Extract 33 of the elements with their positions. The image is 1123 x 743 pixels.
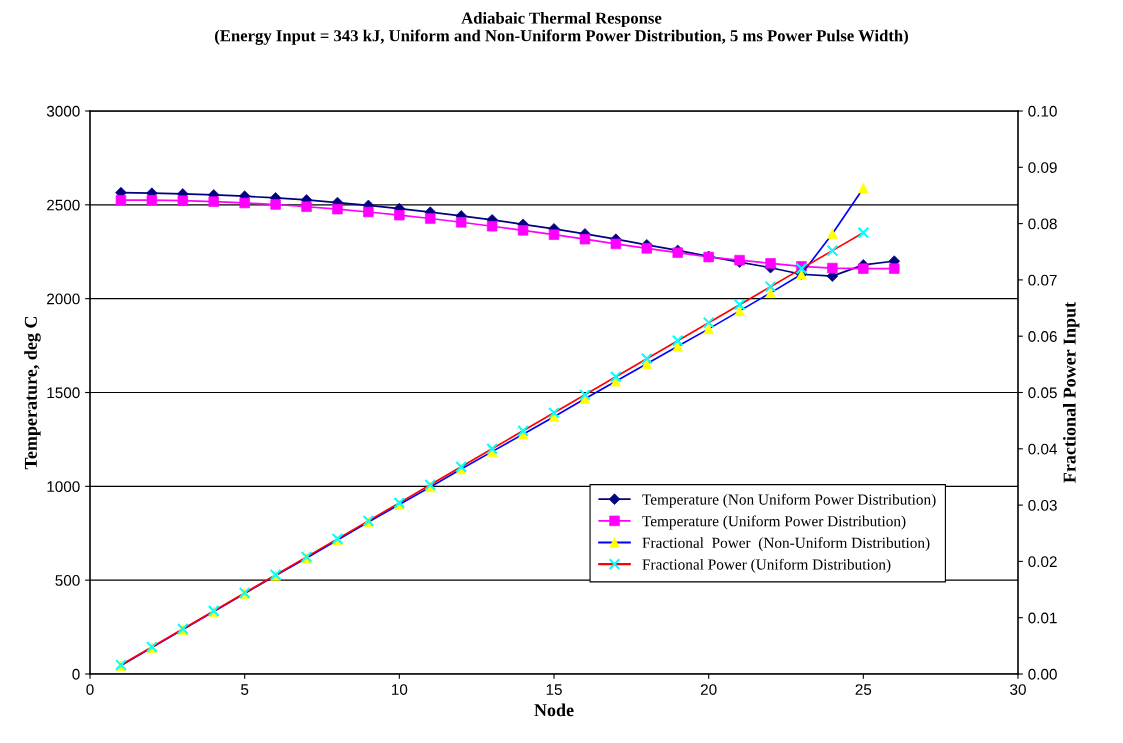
x-axis-title: Node bbox=[534, 703, 574, 717]
y-tick-label: 1000 bbox=[47, 481, 80, 493]
y2-tick-label: 0.06 bbox=[1028, 331, 1057, 342]
y2-tick-label: 0.02 bbox=[1028, 556, 1057, 568]
legend-label: Fractional Power (Uniform Distribution) bbox=[642, 558, 891, 573]
y-tick-label: 500 bbox=[55, 575, 80, 586]
y2-tick-label: 0.00 bbox=[1028, 668, 1057, 680]
y-tick-label: 2500 bbox=[47, 199, 80, 211]
chart-title: Adiabaic Thermal Response (Energy Input = 343 kJ, Uniform and Non-Uniform Power Distribution, 5 ms Power Pulse Width) bbox=[215, 12, 908, 45]
y2-tick-label: 0.03 bbox=[1028, 499, 1057, 511]
x-tick-label: 20 bbox=[700, 684, 717, 695]
y2-tick-label: 0.09 bbox=[1028, 162, 1057, 173]
y2-tick-label: 0.05 bbox=[1028, 387, 1057, 399]
y-tick-label: 3000 bbox=[46, 105, 80, 117]
x-tick-label: 30 bbox=[1010, 684, 1026, 695]
legend-label: Temperature (Non Uniform Power Distribution) bbox=[642, 493, 936, 508]
legend-label: Temperature (Uniform Power Distribution) bbox=[642, 515, 906, 530]
y2-tick-label: 0.10 bbox=[1028, 105, 1057, 117]
y-tick-label: 2000 bbox=[47, 293, 80, 305]
y-tick-label: 0 bbox=[72, 668, 80, 680]
x-tick-label: 15 bbox=[546, 684, 562, 695]
y2-tick-label: 0.01 bbox=[1028, 612, 1057, 624]
y-axis-title: Temperature, deg C bbox=[24, 316, 41, 470]
y2-axis-title: Fractional Power Input bbox=[1063, 301, 1080, 483]
y2-tick-label: 0.07 bbox=[1028, 274, 1057, 286]
x-tick-label: 10 bbox=[392, 684, 408, 695]
legend-label: Fractional Power (Non-Uniform Distribution) bbox=[642, 537, 930, 552]
x-tick-label: 25 bbox=[855, 684, 872, 695]
x-tick-label: 0 bbox=[86, 684, 94, 695]
y2-tick-label: 0.08 bbox=[1028, 218, 1057, 230]
y-tick-label: 1500 bbox=[47, 387, 80, 399]
x-tick-label: 5 bbox=[241, 684, 249, 695]
y2-tick-label: 0.04 bbox=[1028, 443, 1058, 455]
